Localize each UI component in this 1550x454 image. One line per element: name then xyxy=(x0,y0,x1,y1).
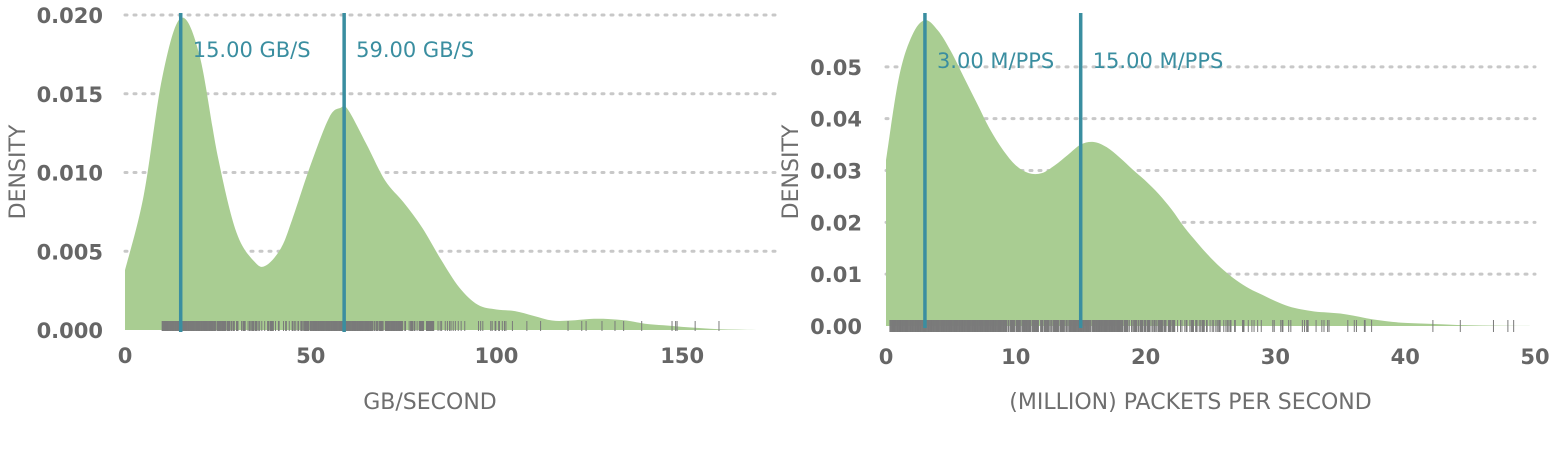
y-tick-label: 0.05 xyxy=(810,56,862,80)
density-area xyxy=(125,17,772,331)
x-tick-label: 0 xyxy=(879,345,894,369)
x-tick-label: 40 xyxy=(1391,345,1420,369)
x-tick-label: 0 xyxy=(118,344,133,368)
marker-label: 3.00 M/PPS xyxy=(937,49,1054,73)
chart-panel-bandwidth: 15.00 GB/S 59.00 GB/S 0.000 0.005 0.010 0.015… xyxy=(6,4,777,415)
marker-label: 15.00 M/PPS xyxy=(1093,49,1224,73)
x-tick-label: 150 xyxy=(660,344,704,368)
y-tick-label: 0.00 xyxy=(810,315,862,339)
y-tick-label: 0.02 xyxy=(810,211,862,235)
marker-label: 15.00 GB/S xyxy=(193,38,311,62)
x-tick-label: 100 xyxy=(475,344,519,368)
x-axis-label: GB/SECOND xyxy=(363,390,497,415)
y-tick-label: 0.000 xyxy=(37,319,103,343)
y-tick-label: 0.03 xyxy=(810,160,862,184)
y-tick-label: 0.04 xyxy=(810,108,862,132)
x-tick-label: 20 xyxy=(1131,345,1160,369)
y-axis-label: DENSITY xyxy=(779,124,804,219)
y-axis-label: DENSITY xyxy=(6,124,31,219)
y-tick-label: 0.020 xyxy=(37,4,103,28)
x-tick-label: 50 xyxy=(1520,345,1549,369)
y-tick-label: 0.005 xyxy=(37,240,103,264)
x-tick-label: 30 xyxy=(1261,345,1290,369)
marker-label: 59.00 GB/S xyxy=(356,38,474,62)
x-axis-label: (MILLION) PACKETS PER SECOND xyxy=(1009,390,1371,415)
y-tick-label: 0.01 xyxy=(810,263,862,287)
y-tick-label: 0.015 xyxy=(37,83,103,107)
density-area xyxy=(886,20,1535,326)
chart-panel-packets: 3.00 M/PPS 15.00 M/PPS 0.00 0.01 0.02 0.03 0.0… xyxy=(779,13,1550,415)
x-tick-label: 10 xyxy=(1001,345,1030,369)
y-tick-label: 0.010 xyxy=(37,162,103,186)
x-tick-label: 50 xyxy=(296,344,325,368)
